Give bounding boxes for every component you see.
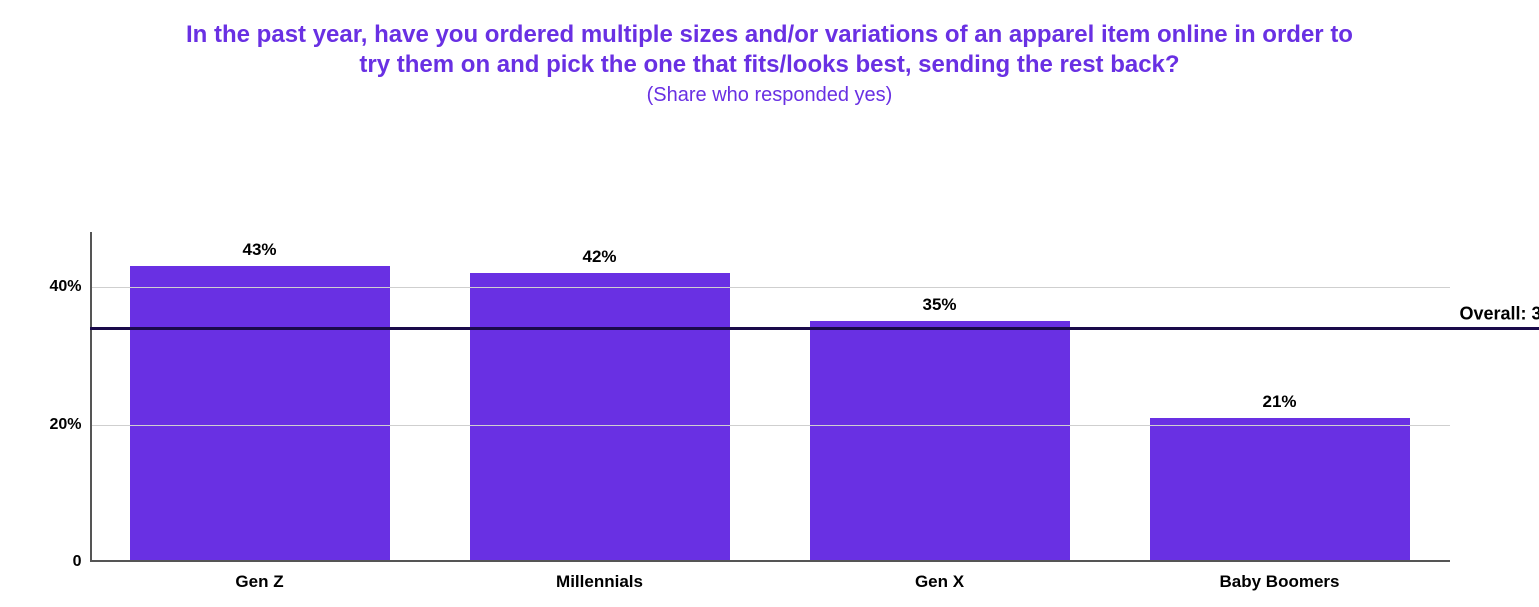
bars-group: 43%Gen Z42%Millennials35%Gen X21%Baby Bo… — [90, 232, 1450, 562]
plot-outer: 43%Gen Z42%Millennials35%Gen X21%Baby Bo… — [0, 107, 1539, 607]
bar-slot: 35%Gen X — [770, 232, 1110, 562]
bar-value-label: 21% — [1262, 392, 1296, 418]
y-tick-label: 40% — [49, 278, 89, 296]
plot-area: 43%Gen Z42%Millennials35%Gen X21%Baby Bo… — [90, 232, 1450, 562]
bar: 35% — [810, 321, 1070, 562]
title-block: In the past year, have you ordered multi… — [170, 20, 1370, 107]
y-tick-label: 0 — [73, 553, 90, 571]
reference-line-label: Overall: 34% — [1460, 304, 1539, 325]
bar: 42% — [470, 273, 730, 562]
bar-value-label: 42% — [582, 247, 616, 273]
x-axis — [90, 560, 1450, 562]
bar-value-label: 43% — [242, 240, 276, 266]
bar-slot: 43%Gen Z — [90, 232, 430, 562]
x-tick-label: Baby Boomers — [1220, 562, 1340, 592]
bar-value-label: 35% — [922, 295, 956, 321]
bar-slot: 42%Millennials — [430, 232, 770, 562]
y-axis — [90, 232, 92, 562]
x-tick-label: Gen Z — [235, 562, 283, 592]
x-tick-label: Millennials — [556, 562, 643, 592]
gridline — [90, 425, 1450, 426]
bar: 43% — [130, 266, 390, 562]
x-tick-label: Gen X — [915, 562, 964, 592]
chart-subtitle: (Share who responded yes) — [170, 84, 1370, 107]
bar-slot: 21%Baby Boomers — [1110, 232, 1450, 562]
chart-container: In the past year, have you ordered multi… — [0, 0, 1539, 607]
y-tick-label: 20% — [49, 416, 89, 434]
chart-title: In the past year, have you ordered multi… — [170, 20, 1370, 80]
bar: 21% — [1150, 418, 1410, 562]
reference-line — [90, 327, 1539, 330]
gridline — [90, 287, 1450, 288]
